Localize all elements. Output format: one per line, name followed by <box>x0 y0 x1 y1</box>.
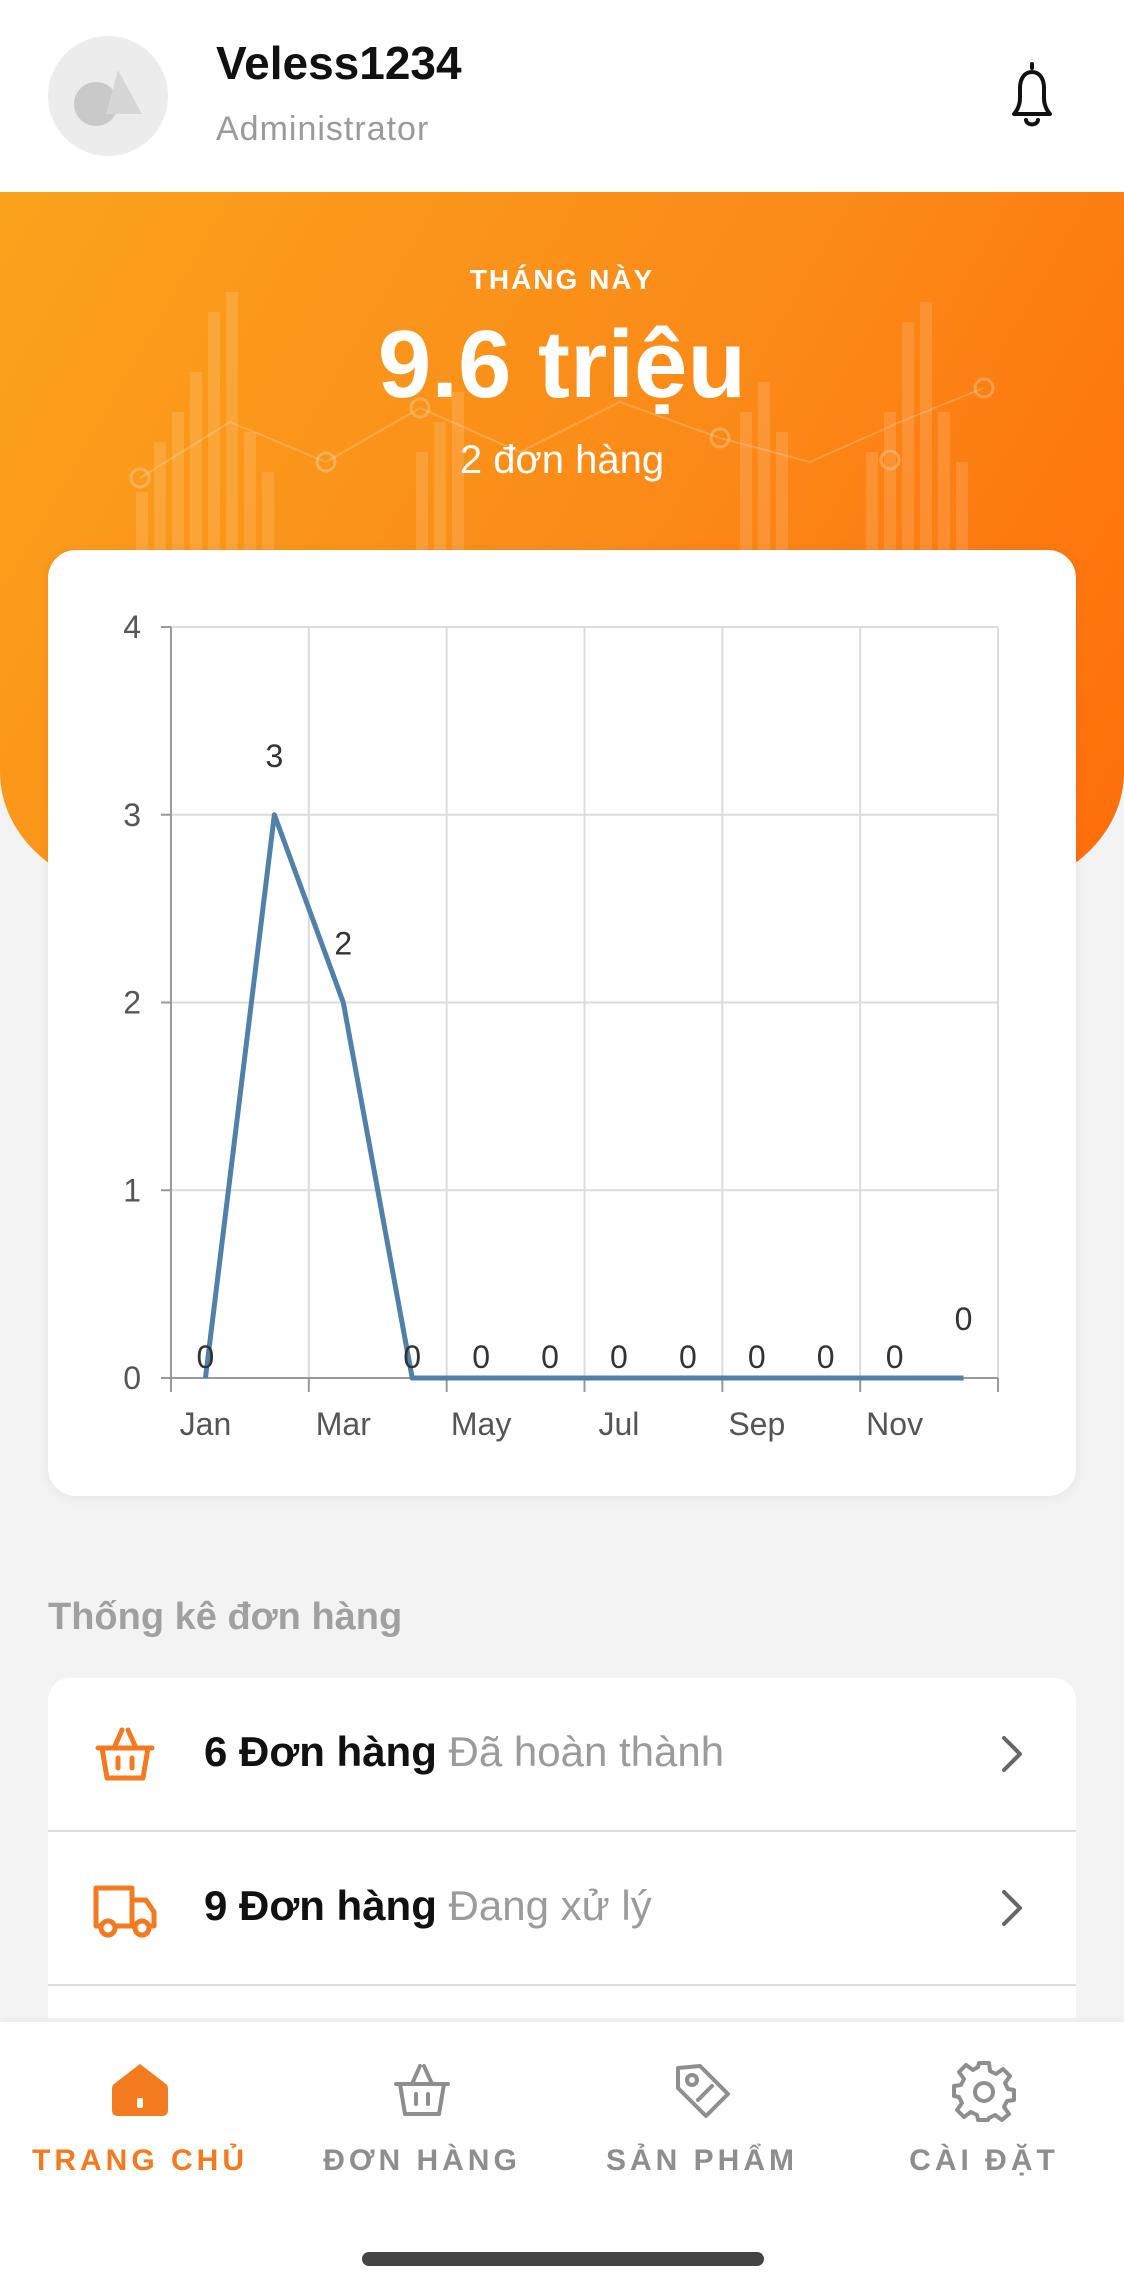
tag-icon <box>676 2064 730 2118</box>
user-role: Administrator <box>216 110 430 148</box>
y-tick-label: 3 <box>123 797 141 833</box>
nav-item-home[interactable]: TRANG CHỦ <box>10 2058 270 2178</box>
orders-chart-card: 0 1 2 3 4 Jan Mar May Jul Sep Nov 0 3 2 0 0 0 0 0 0 0 0 0 <box>48 550 1076 1496</box>
avatar-placeholder-icon <box>74 70 142 126</box>
chevron-right-icon <box>1002 1736 1022 1772</box>
x-tick-label: May <box>451 1406 511 1442</box>
nav-item-settings[interactable]: CÀI ĐẶT <box>854 2058 1114 2178</box>
section-title-order-stats: Thống kê đơn hàng <box>48 1596 403 1638</box>
order-stats-list: 6 Đơn hàng Đã hoàn thành 9 Đơn hàng Đang… <box>48 1678 1076 2018</box>
nav-label: ĐƠN HÀNG <box>323 2144 521 2177</box>
revenue-amount: 9.6 triệu <box>377 311 747 418</box>
y-tick-label: 2 <box>123 985 141 1021</box>
series-line <box>202 812 964 1381</box>
data-label: 0 <box>748 1339 766 1375</box>
basket-icon <box>394 2064 450 2116</box>
data-label: 0 <box>679 1339 697 1375</box>
data-label: 0 <box>541 1339 559 1375</box>
y-tick-label: 0 <box>123 1360 141 1396</box>
data-label: 0 <box>886 1339 904 1375</box>
data-label: 0 <box>472 1339 490 1375</box>
bell-icon[interactable] <box>998 58 1066 134</box>
orders-line-chart: 0 1 2 3 4 Jan Mar May Jul Sep Nov 0 3 2 0 0 0 0 0 0 0 0 0 <box>123 609 999 1442</box>
bottom-navigation: TRANG CHỦ ĐƠN HÀNG SẢN PHẨM CÀI ĐẶT <box>0 2022 1124 2291</box>
stat-text: 9 Đơn hàng Đang xử lý <box>204 1882 652 1930</box>
truck-icon <box>93 1885 157 1938</box>
nav-label: CÀI ĐẶT <box>909 2144 1059 2177</box>
basket-icon <box>95 1727 155 1781</box>
stat-count: 9 Đơn hàng <box>204 1882 437 1929</box>
x-tick-label: Jul <box>599 1406 640 1442</box>
order-count: 2 đơn hàng <box>459 438 665 482</box>
home-icon <box>112 2064 168 2116</box>
stat-row-processing[interactable]: 9 Đơn hàng Đang xử lý <box>48 1832 1076 1986</box>
nav-label: TRANG CHỦ <box>32 2144 248 2177</box>
y-tick-label: 4 <box>123 609 141 645</box>
data-label: 0 <box>955 1301 973 1337</box>
home-indicator <box>362 2252 764 2266</box>
avatar[interactable] <box>48 36 168 156</box>
stat-text: 6 Đơn hàng Đã hoàn thành <box>204 1728 724 1776</box>
x-tick-label: Sep <box>728 1406 785 1442</box>
period-label: THÁNG NÀY <box>469 264 655 295</box>
x-tick-label: Mar <box>316 1406 371 1442</box>
data-label: 0 <box>197 1339 215 1375</box>
x-tick-label: Nov <box>866 1406 923 1442</box>
username: Veless1234 <box>216 37 462 89</box>
x-tick-label: Jan <box>180 1406 232 1442</box>
data-label: 3 <box>265 738 283 774</box>
nav-item-orders[interactable]: ĐƠN HÀNG <box>292 2058 552 2178</box>
data-label: 0 <box>610 1339 628 1375</box>
data-label: 0 <box>403 1339 421 1375</box>
data-label: 2 <box>334 926 352 962</box>
data-label: 0 <box>817 1339 835 1375</box>
y-tick-label: 1 <box>123 1172 141 1208</box>
nav-label: SẢN PHẨM <box>605 2144 798 2177</box>
app-header: Veless1234 Administrator <box>0 0 1124 192</box>
gear-icon <box>952 2061 1016 2122</box>
stat-row-completed[interactable]: 6 Đơn hàng Đã hoàn thành <box>48 1678 1076 1832</box>
stat-description: Đã hoàn thành <box>448 1728 725 1775</box>
nav-item-products[interactable]: SẢN PHẨM <box>572 2058 832 2178</box>
stat-count: 6 Đơn hàng <box>204 1728 437 1775</box>
chevron-right-icon <box>1002 1890 1022 1926</box>
stat-description: Đang xử lý <box>448 1882 652 1929</box>
